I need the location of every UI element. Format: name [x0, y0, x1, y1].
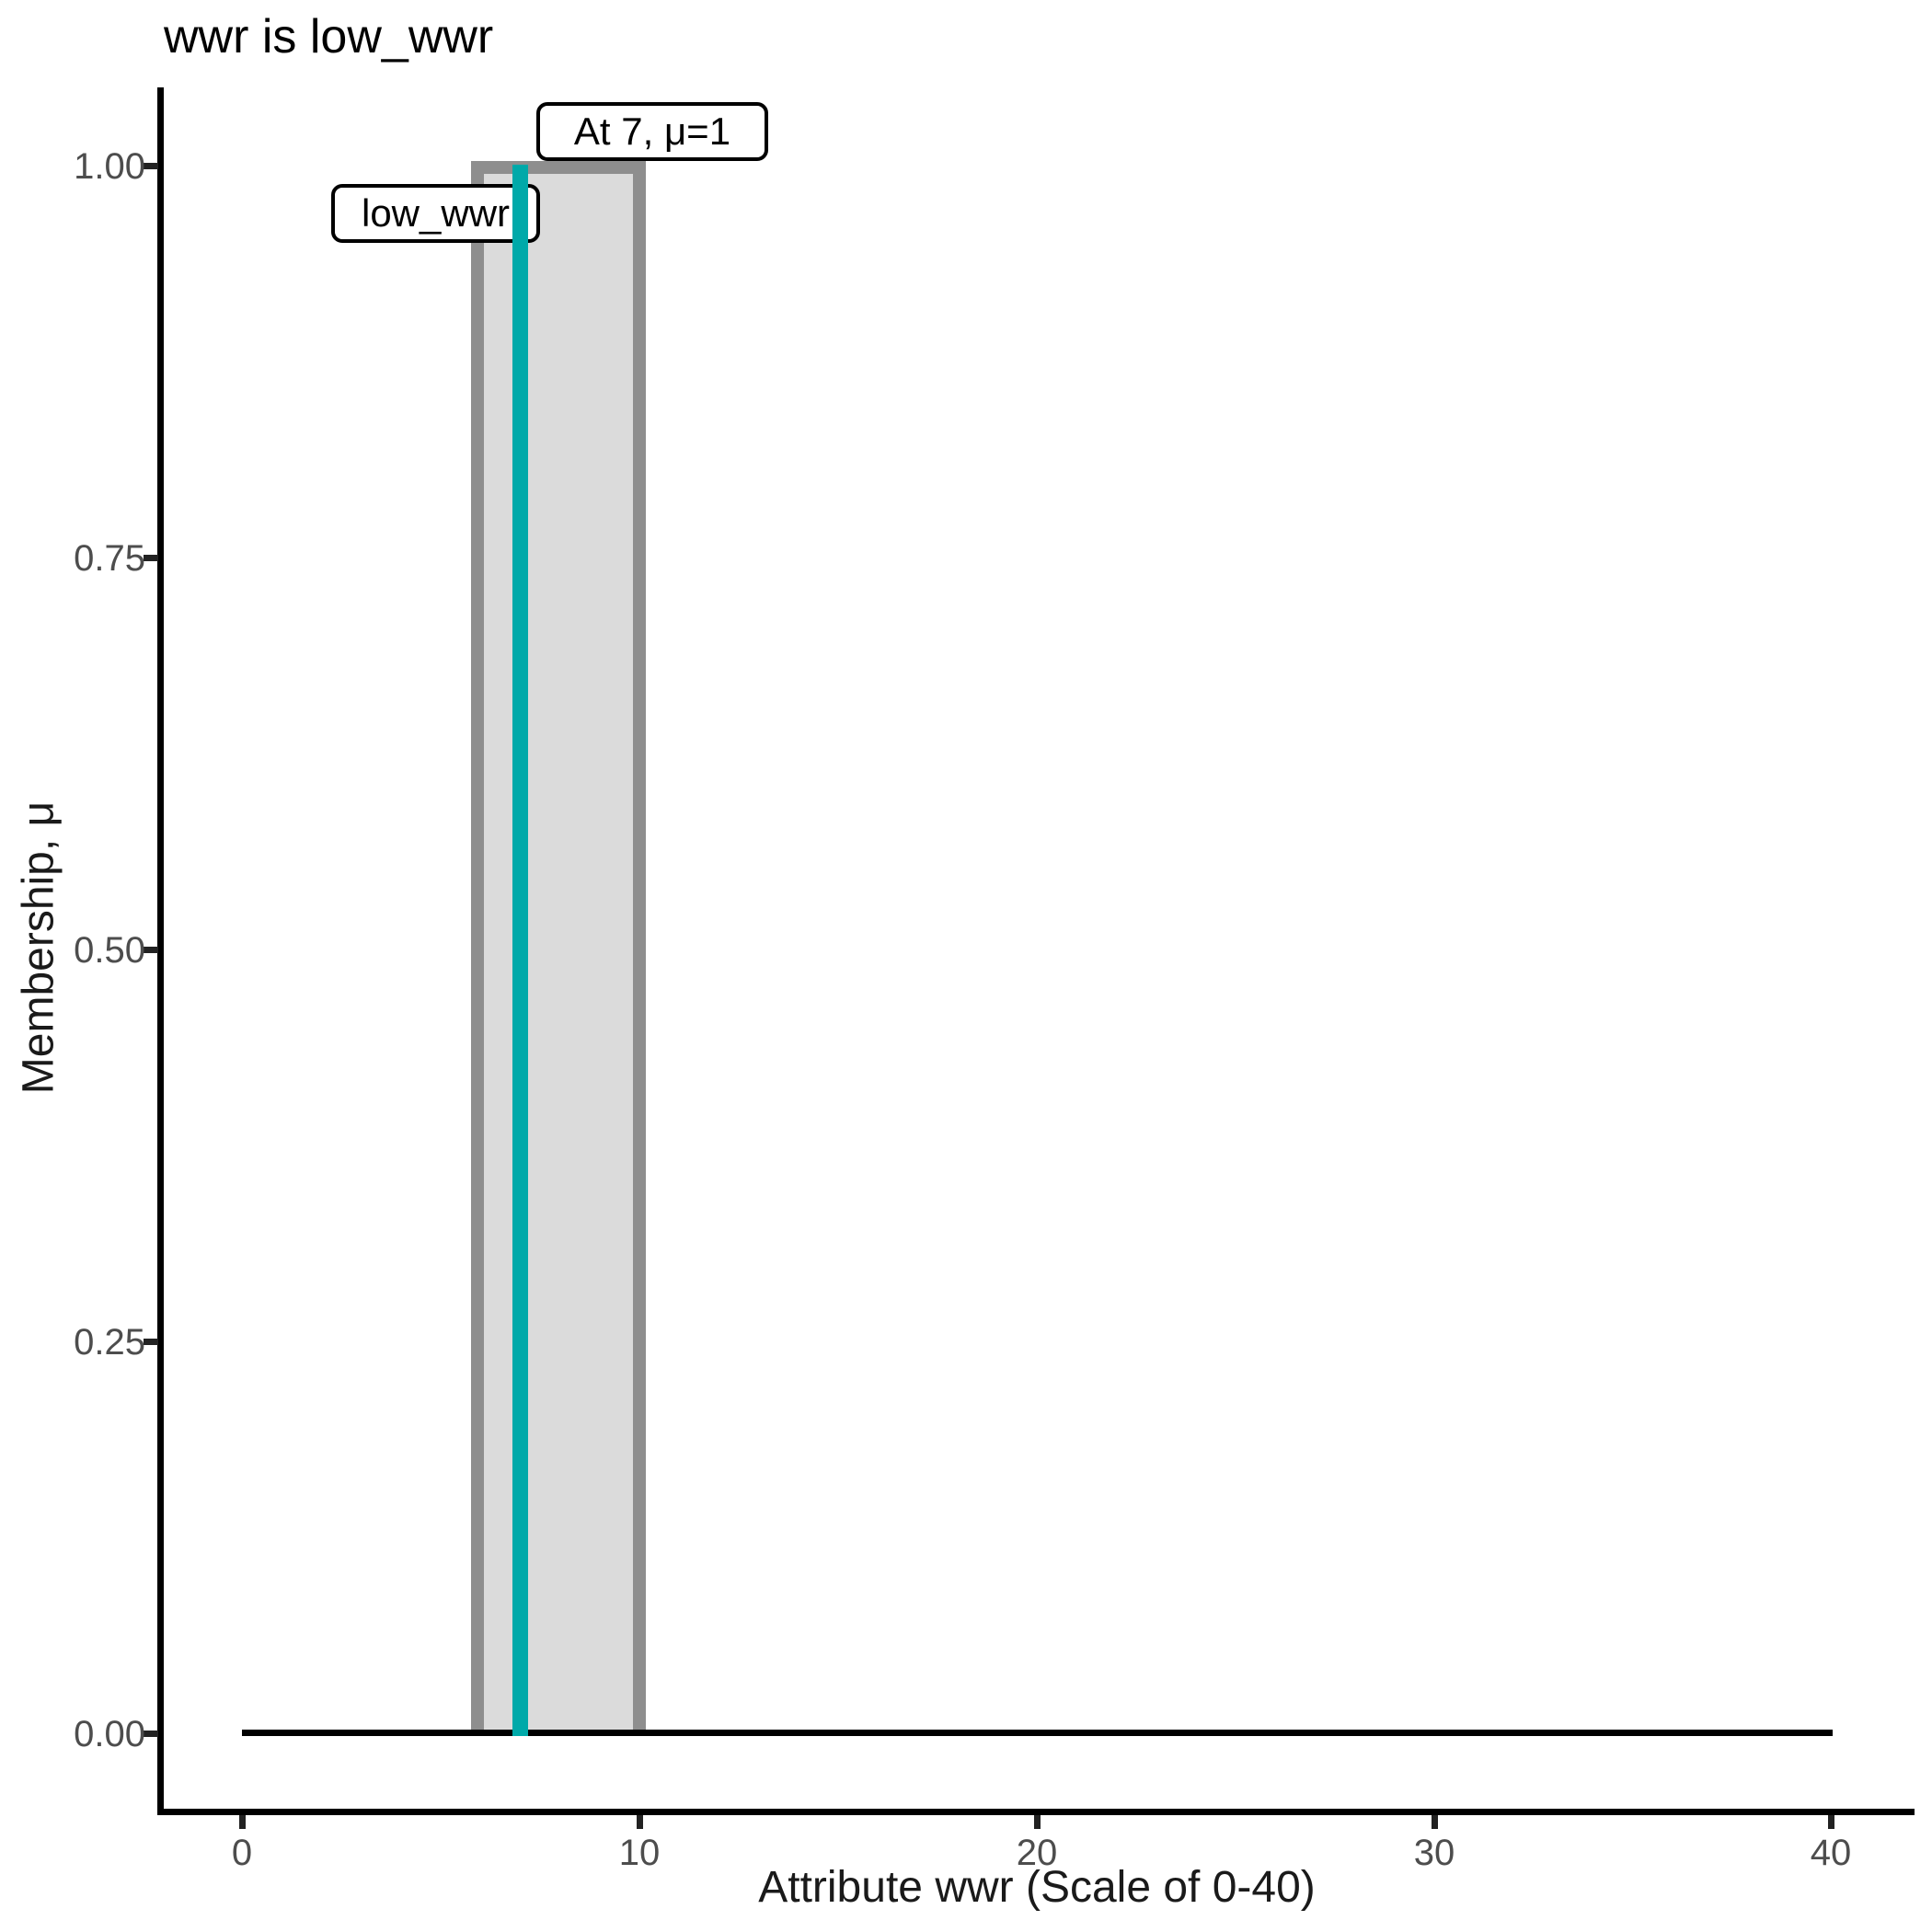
x-tick-label: 40	[1810, 1833, 1852, 1873]
y-axis-line	[157, 87, 164, 1815]
y-tick	[144, 947, 158, 953]
y-tick-label: 1.00	[74, 146, 145, 187]
y-tick-label: 0.00	[74, 1714, 145, 1754]
y-tick-label: 0.25	[74, 1322, 145, 1363]
x-axis-line	[157, 1809, 1915, 1815]
point-label-text: At 7, μ=1	[573, 109, 731, 153]
point-label-box: At 7, μ=1	[536, 102, 768, 161]
baseline-zero-membership	[242, 1730, 1833, 1736]
y-tick	[144, 1731, 158, 1737]
x-tick	[637, 1815, 643, 1829]
x-tick	[239, 1815, 246, 1829]
x-axis-title: Attribute wwr (Scale of 0-40)	[758, 1863, 1316, 1912]
indicator-line	[512, 165, 528, 1736]
y-tick	[144, 555, 158, 561]
set-label-text: low_wwr	[361, 191, 511, 235]
membership-function-shape	[471, 161, 646, 1736]
x-tick-label: 10	[618, 1833, 661, 1873]
y-tick	[144, 163, 158, 169]
x-tick	[1432, 1815, 1438, 1829]
y-tick-label: 0.50	[74, 930, 145, 971]
x-tick-label: 0	[231, 1833, 253, 1873]
set-label-box: low_wwr	[331, 184, 540, 243]
plot-title: wwr is low_wwr	[164, 10, 494, 63]
y-tick-label: 0.75	[74, 538, 145, 579]
x-tick	[1828, 1815, 1834, 1829]
x-tick	[1034, 1815, 1041, 1829]
x-tick-label: 20	[1016, 1833, 1058, 1873]
x-tick-label: 30	[1413, 1833, 1455, 1873]
y-tick	[144, 1339, 158, 1345]
